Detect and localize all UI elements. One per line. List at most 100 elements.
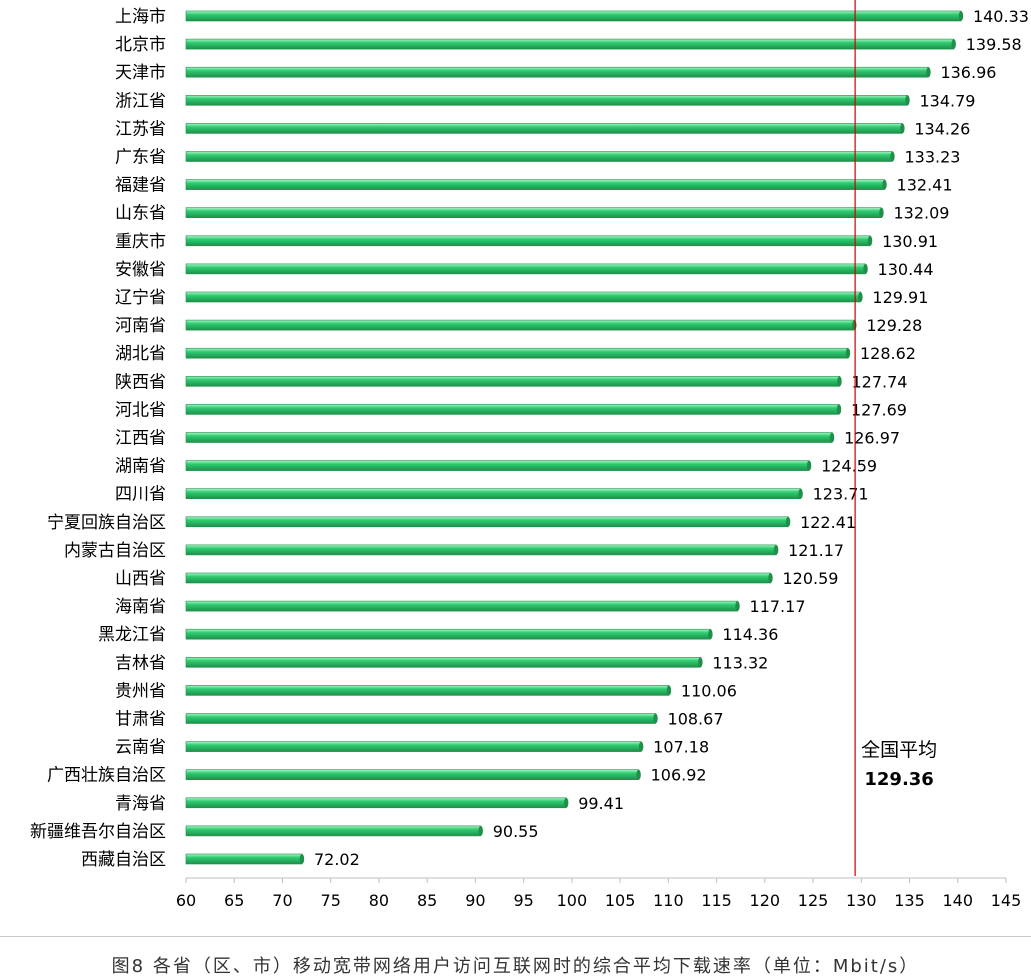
category-label: 江苏省 <box>115 119 166 139</box>
bar-end-cap <box>829 432 835 443</box>
bar-end-cap <box>852 320 857 331</box>
bar <box>185 544 777 556</box>
bar-end-cap <box>890 151 895 162</box>
x-tick-label: 75 <box>321 891 341 910</box>
bar-end-cap <box>563 797 569 808</box>
bar-end-cap <box>879 207 884 218</box>
bar-end-cap <box>638 741 644 752</box>
bar <box>185 38 955 50</box>
bar <box>185 207 882 218</box>
bar-end-cap <box>785 516 791 527</box>
x-tick-label: 135 <box>894 891 925 910</box>
x-tick-label: 90 <box>465 891 485 910</box>
x-tick-label: 110 <box>653 891 684 910</box>
bar-end-cap <box>836 404 842 415</box>
x-tick-label: 125 <box>798 891 829 910</box>
x-tick-label: 65 <box>224 891 244 910</box>
bar-end-cap <box>666 685 672 696</box>
bar <box>185 741 642 752</box>
bar-end-cap <box>837 376 842 387</box>
value-label: 108.67 <box>668 710 724 729</box>
value-label: 113.32 <box>712 653 768 672</box>
x-tick-label: 105 <box>605 891 636 910</box>
category-label: 吉林省 <box>115 653 166 673</box>
value-label: 117.17 <box>750 597 806 616</box>
bar <box>185 572 771 584</box>
category-label: 黑龙江省 <box>98 625 166 645</box>
value-label: 132.41 <box>897 176 953 195</box>
category-label: 宁夏回族自治区 <box>47 513 166 533</box>
value-label: 121.17 <box>788 541 844 560</box>
value-label: 130.44 <box>878 260 934 279</box>
category-label: 海南省 <box>115 597 166 617</box>
category-label: 云南省 <box>115 738 166 758</box>
bar <box>185 10 962 22</box>
x-tick-label: 130 <box>846 891 877 910</box>
bar-end-cap <box>773 544 779 555</box>
bar-chart-svg: 上海市 140.33 北京市 139.58 天津市 136.96 浙江省 134.79 江苏省 1… <box>30 0 1029 910</box>
category-label: 内蒙古自治区 <box>64 541 166 561</box>
category-label: 重庆市 <box>115 232 166 252</box>
value-label: 127.69 <box>851 400 907 419</box>
value-label: 128.62 <box>860 344 916 363</box>
category-label: 天津市 <box>115 63 166 83</box>
value-label: 134.26 <box>914 119 970 138</box>
bar <box>185 685 670 696</box>
category-label: 广东省 <box>115 148 166 168</box>
average-label: 全国平均 <box>861 739 937 761</box>
category-label: 上海市 <box>115 7 166 27</box>
bar-end-cap <box>867 235 873 246</box>
category-label: 西藏自治区 <box>81 850 166 870</box>
bar-end-cap <box>863 263 868 274</box>
bar-end-cap <box>958 11 964 21</box>
value-label: 120.59 <box>783 569 839 588</box>
category-label: 陕西省 <box>115 372 166 392</box>
bar-end-cap <box>798 488 803 499</box>
bar-end-cap <box>806 460 812 471</box>
bar <box>185 347 849 359</box>
figure-caption: 图8 各省（区、市）移动宽带网络用户访问互联网时的综合平均下载速率（单位：Mbi… <box>111 956 920 977</box>
value-label: 90.55 <box>493 822 539 841</box>
value-label: 126.97 <box>844 429 900 448</box>
category-label: 江西省 <box>115 429 166 449</box>
value-label: 110.06 <box>681 681 737 700</box>
x-tick-label: 95 <box>513 891 533 910</box>
value-label: 129.91 <box>872 288 928 307</box>
bar-end-cap <box>926 67 931 78</box>
value-label: 72.02 <box>314 850 360 869</box>
bar-end-cap <box>845 348 851 359</box>
bar-end-cap <box>900 123 905 134</box>
bar <box>185 713 656 724</box>
bar <box>185 66 929 78</box>
category-label: 广西壮族自治区 <box>47 766 166 786</box>
chart: 上海市 140.33 北京市 139.58 天津市 136.96 浙江省 134.79 江苏省 1… <box>30 0 1029 910</box>
bar <box>185 460 810 471</box>
x-tick-label: 145 <box>991 891 1022 910</box>
category-label: 河南省 <box>115 316 166 336</box>
x-tick-label: 140 <box>942 891 973 910</box>
category-label: 青海省 <box>115 794 166 814</box>
bar <box>185 123 903 134</box>
category-label: 山西省 <box>115 569 166 589</box>
bar-end-cap <box>951 39 956 50</box>
bar <box>185 375 840 387</box>
category-label: 湖北省 <box>115 344 166 364</box>
bar <box>185 516 789 528</box>
bar <box>185 179 885 190</box>
value-label: 106.92 <box>651 766 707 785</box>
x-tick-label: 60 <box>176 891 196 910</box>
value-label: 114.36 <box>722 625 778 644</box>
bar <box>185 319 855 331</box>
bar <box>185 628 711 640</box>
bar <box>185 656 701 668</box>
category-label: 贵州省 <box>115 681 166 701</box>
bar <box>185 263 866 275</box>
x-tick-label: 80 <box>369 891 389 910</box>
category-label: 湖南省 <box>115 457 166 477</box>
bar-end-cap <box>636 769 641 780</box>
value-label: 122.41 <box>800 513 856 532</box>
category-label: 甘肃省 <box>115 710 166 730</box>
bar <box>185 404 840 415</box>
value-label: 123.71 <box>813 485 869 504</box>
bar-end-cap <box>768 573 773 583</box>
